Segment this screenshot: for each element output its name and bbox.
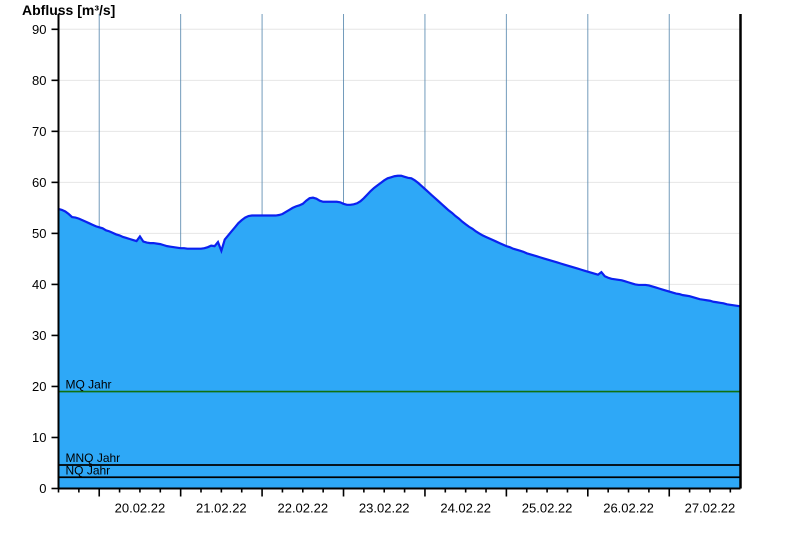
x-tick-label: 24.02.22 — [440, 501, 491, 516]
chart-title: Abfluss [m³/s] — [22, 2, 116, 18]
reference-label-mnq-jahr: MNQ Jahr — [66, 451, 121, 465]
y-tick-label: 0 — [39, 481, 46, 496]
area-fill — [58, 175, 741, 489]
y-tick-label: 70 — [32, 124, 46, 139]
x-tick-label: 26.02.22 — [603, 501, 654, 516]
y-tick-label: 50 — [32, 226, 46, 241]
x-tick-label: 27.02.22 — [685, 501, 736, 516]
x-tick-label: 22.02.22 — [277, 501, 328, 516]
y-tick-label: 20 — [32, 379, 46, 394]
y-tick-label: 80 — [32, 73, 46, 88]
y-tick-label: 60 — [32, 175, 46, 190]
x-tick-label: 20.02.22 — [115, 501, 166, 516]
y-tick-label: 40 — [32, 277, 46, 292]
y-tick-label: 90 — [32, 22, 46, 37]
x-tick-label: 23.02.22 — [359, 501, 410, 516]
x-tick-label: 25.02.22 — [522, 501, 573, 516]
reference-lines — [58, 390, 741, 479]
series-area-fill — [58, 175, 741, 489]
reference-label-nq-jahr: NQ Jahr — [66, 463, 111, 477]
y-axis-ticks — [51, 28, 59, 490]
reference-label-mq-jahr: MQ Jahr — [66, 378, 112, 392]
y-tick-label: 30 — [32, 328, 46, 343]
y-axis-tick-labels: 0 10 20 30 40 50 60 70 80 90 — [32, 22, 46, 496]
y-tick-label: 10 — [32, 430, 46, 445]
series-line — [58, 174, 741, 308]
axis-lines — [57, 14, 742, 490]
x-axis-tick-labels: 20.02.22 21.02.22 22.02.22 23.02.22 24.02.22… — [115, 501, 736, 516]
x-axis-ticks — [57, 488, 732, 497]
discharge-line — [58, 174, 741, 308]
x-tick-label: 21.02.22 — [196, 501, 247, 516]
